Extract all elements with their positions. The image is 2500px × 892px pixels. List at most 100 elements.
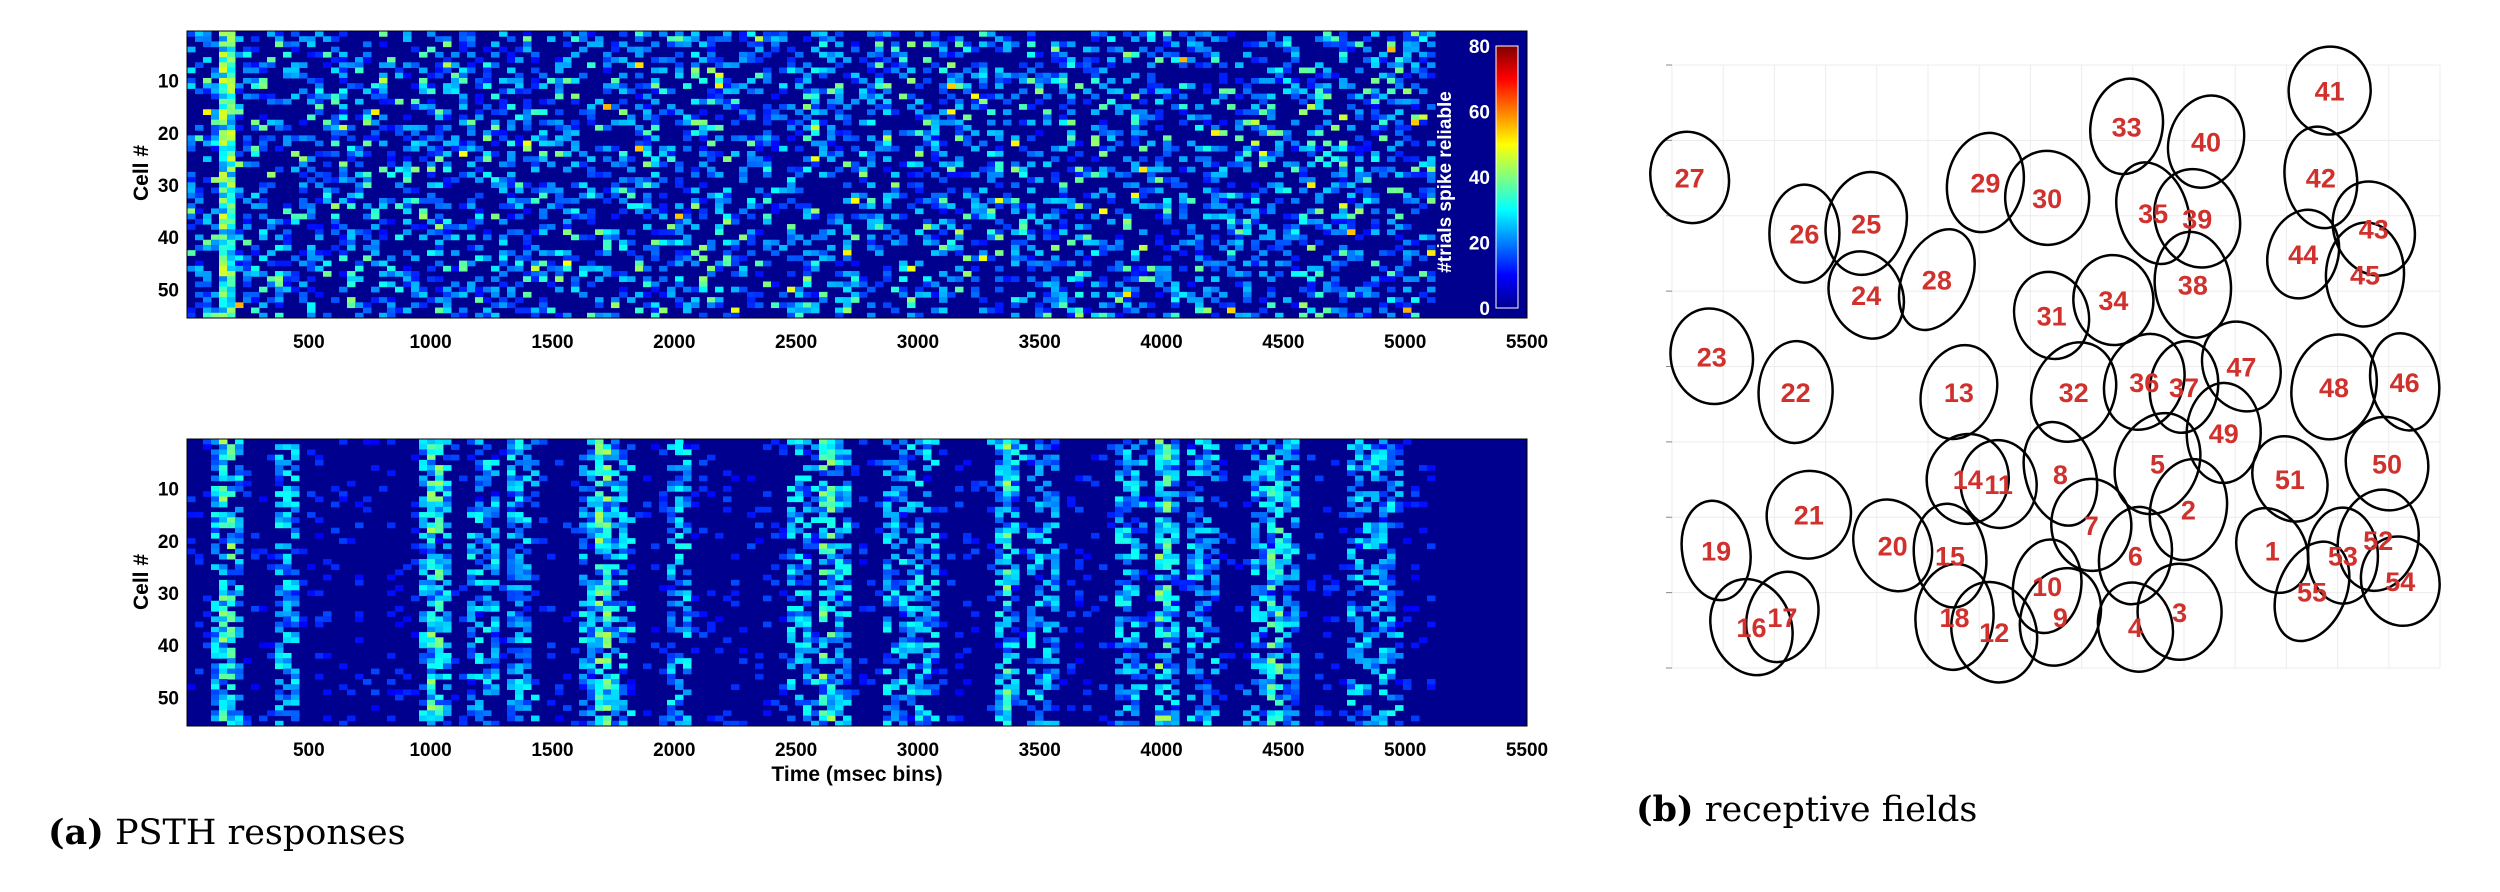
heatmap-cell bbox=[1243, 119, 1252, 126]
heatmap-cell bbox=[915, 161, 924, 168]
heatmap-cell bbox=[467, 244, 476, 251]
heatmap-cell bbox=[699, 41, 708, 48]
heatmap-cell bbox=[1131, 444, 1140, 450]
heatmap-cell bbox=[1259, 559, 1268, 565]
heatmap-cell bbox=[891, 145, 900, 152]
heatmap-cell bbox=[283, 271, 292, 277]
heatmap-cell bbox=[1019, 72, 1028, 79]
heatmap-cell bbox=[1123, 31, 1132, 37]
heatmap-cell bbox=[227, 265, 236, 272]
heatmap-cell bbox=[771, 302, 780, 309]
heatmap-cell bbox=[187, 213, 196, 220]
heatmap-cell bbox=[1043, 77, 1052, 84]
heatmap-cell bbox=[1379, 119, 1388, 126]
heatmap-cell bbox=[291, 501, 300, 508]
heatmap-cell bbox=[707, 297, 716, 303]
heatmap-cell bbox=[235, 83, 244, 89]
heatmap-cell bbox=[803, 166, 812, 173]
heatmap-cell bbox=[315, 532, 324, 539]
heatmap-cell bbox=[915, 83, 924, 89]
heatmap-cell bbox=[1331, 307, 1340, 314]
heatmap-cell bbox=[835, 459, 844, 466]
heatmap-cell bbox=[747, 302, 756, 309]
heatmap-cell bbox=[1283, 229, 1292, 236]
heatmap-cell bbox=[707, 271, 716, 277]
heatmap-cell bbox=[1275, 543, 1284, 550]
heatmap-cell bbox=[291, 286, 300, 293]
heatmap-cell bbox=[1403, 41, 1412, 48]
heatmap-cell bbox=[1235, 444, 1244, 450]
heatmap-cell bbox=[979, 203, 988, 209]
heatmap-cell bbox=[1075, 564, 1084, 570]
heatmap-cell bbox=[563, 218, 572, 225]
heatmap-cell bbox=[531, 156, 540, 162]
heatmap-cell bbox=[227, 203, 236, 209]
heatmap-cell bbox=[1107, 291, 1116, 298]
heatmap-cell bbox=[211, 114, 220, 121]
heatmap-cell bbox=[427, 532, 436, 539]
heatmap-cell bbox=[1331, 281, 1340, 288]
heatmap-cell bbox=[1251, 104, 1260, 110]
heatmap-cell bbox=[1323, 41, 1332, 48]
heatmap-cell bbox=[643, 224, 652, 230]
heatmap-cell bbox=[211, 140, 220, 147]
heatmap-cell bbox=[1387, 595, 1396, 602]
heatmap-cell bbox=[675, 297, 684, 303]
heatmap-cell bbox=[875, 281, 884, 288]
heatmap-cell bbox=[1275, 171, 1284, 178]
heatmap-cell bbox=[683, 307, 692, 314]
heatmap-cell bbox=[859, 213, 868, 220]
heatmap-cell bbox=[243, 161, 252, 168]
heatmap-cell bbox=[1027, 532, 1036, 539]
heatmap-cell bbox=[491, 559, 500, 565]
heatmap-cell bbox=[875, 72, 884, 79]
heatmap-cell bbox=[779, 203, 788, 209]
heatmap-cell bbox=[1315, 239, 1324, 246]
heatmap-cell bbox=[1267, 77, 1276, 84]
heatmap-cell bbox=[1075, 312, 1084, 318]
heatmap-cell bbox=[835, 600, 844, 607]
heatmap-cell bbox=[1187, 517, 1196, 523]
heatmap-cell bbox=[819, 548, 828, 555]
heatmap-cell bbox=[1211, 538, 1220, 544]
heatmap-cell bbox=[1187, 559, 1196, 565]
heatmap-cell bbox=[523, 145, 532, 152]
heatmap-cell bbox=[1211, 98, 1220, 105]
heatmap-cell bbox=[1155, 166, 1164, 173]
heatmap-cell bbox=[835, 564, 844, 570]
heatmap-cell bbox=[1291, 224, 1300, 230]
heatmap-cell bbox=[699, 135, 708, 142]
heatmap-cell bbox=[1155, 439, 1164, 445]
heatmap-cell bbox=[779, 67, 788, 74]
heatmap-cell bbox=[419, 517, 428, 523]
heatmap-cell bbox=[1051, 171, 1060, 178]
heatmap-cell bbox=[419, 480, 428, 487]
heatmap-cell bbox=[747, 41, 756, 48]
heatmap-cell bbox=[867, 239, 876, 246]
heatmap-cell bbox=[827, 444, 836, 450]
heatmap-cell bbox=[643, 197, 652, 204]
heatmap-cell bbox=[475, 109, 484, 115]
heatmap-cell bbox=[1339, 203, 1348, 209]
heatmap-cell bbox=[707, 171, 716, 178]
heatmap-cell bbox=[619, 41, 628, 48]
heatmap-cell bbox=[971, 62, 980, 69]
heatmap-cell bbox=[1171, 574, 1180, 581]
heatmap-cell bbox=[579, 234, 588, 241]
heatmap-cell bbox=[1219, 475, 1228, 482]
heatmap-cell bbox=[1267, 527, 1276, 534]
heatmap-cell bbox=[1203, 255, 1212, 262]
heatmap-cell bbox=[1115, 475, 1124, 482]
heatmap-cell bbox=[1195, 104, 1204, 110]
heatmap-cell bbox=[659, 67, 668, 74]
heatmap-cell bbox=[523, 564, 532, 570]
heatmap-cell bbox=[867, 51, 876, 58]
heatmap-cell bbox=[851, 297, 860, 303]
heatmap-cell bbox=[811, 208, 820, 215]
heatmap-cell bbox=[1083, 203, 1092, 209]
heatmap-cell bbox=[1283, 62, 1292, 69]
heatmap-cell bbox=[1035, 527, 1044, 534]
heatmap-cell bbox=[811, 156, 820, 162]
heatmap-cell bbox=[883, 600, 892, 607]
heatmap-cell bbox=[475, 145, 484, 152]
